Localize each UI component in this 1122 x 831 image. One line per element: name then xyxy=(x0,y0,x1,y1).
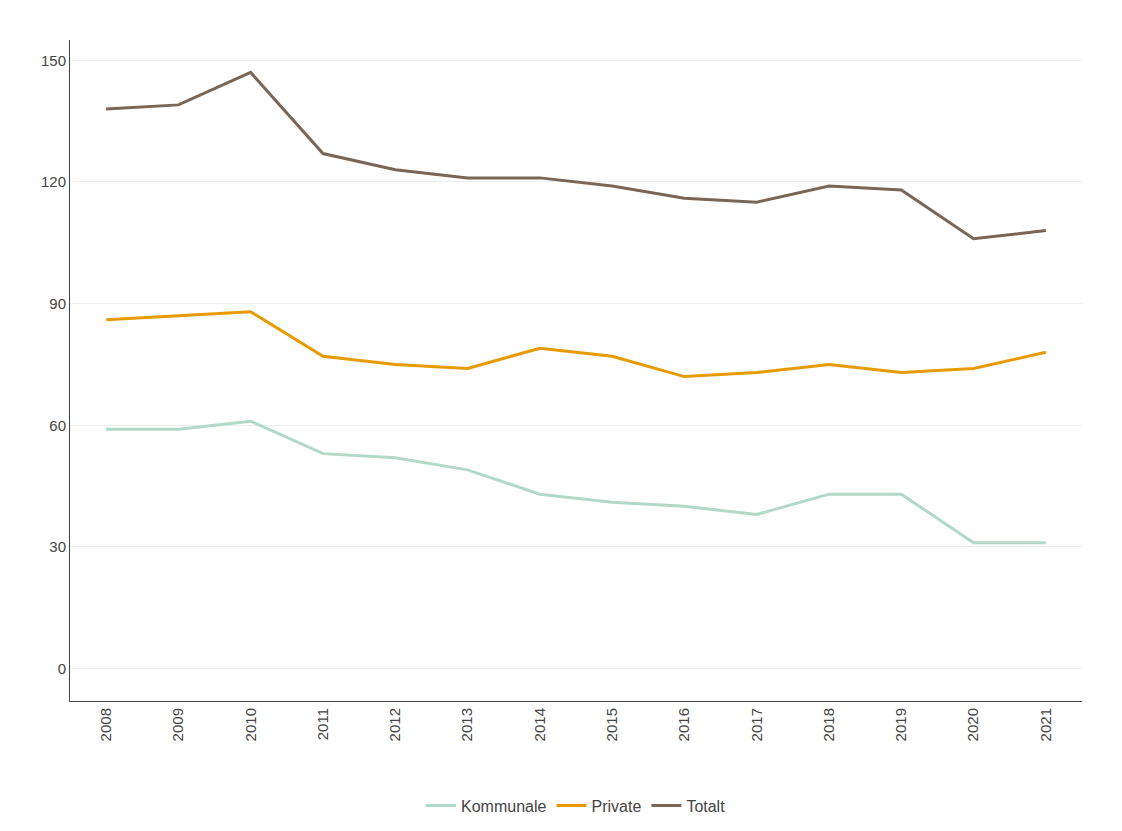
svg-text:30: 30 xyxy=(49,538,66,555)
svg-text:2010: 2010 xyxy=(242,708,259,741)
svg-text:2012: 2012 xyxy=(386,708,403,741)
svg-text:2014: 2014 xyxy=(531,708,548,741)
svg-text:2019: 2019 xyxy=(892,708,909,741)
svg-text:120: 120 xyxy=(41,173,66,190)
svg-text:2015: 2015 xyxy=(603,708,620,741)
svg-text:150: 150 xyxy=(41,52,66,69)
svg-text:2020: 2020 xyxy=(964,708,981,741)
svg-text:Totalt: Totalt xyxy=(686,798,725,815)
svg-text:Kommunale: Kommunale xyxy=(461,798,546,815)
svg-text:Private: Private xyxy=(591,798,641,815)
svg-text:90: 90 xyxy=(49,295,66,312)
svg-text:2013: 2013 xyxy=(458,708,475,741)
svg-text:2017: 2017 xyxy=(748,708,765,741)
svg-text:2016: 2016 xyxy=(675,708,692,741)
svg-text:2021: 2021 xyxy=(1037,708,1054,741)
svg-text:60: 60 xyxy=(49,417,66,434)
svg-text:2011: 2011 xyxy=(314,708,331,740)
svg-text:2018: 2018 xyxy=(820,708,837,741)
svg-text:0: 0 xyxy=(58,660,66,677)
svg-text:2009: 2009 xyxy=(169,708,186,741)
svg-text:2008: 2008 xyxy=(97,708,114,741)
